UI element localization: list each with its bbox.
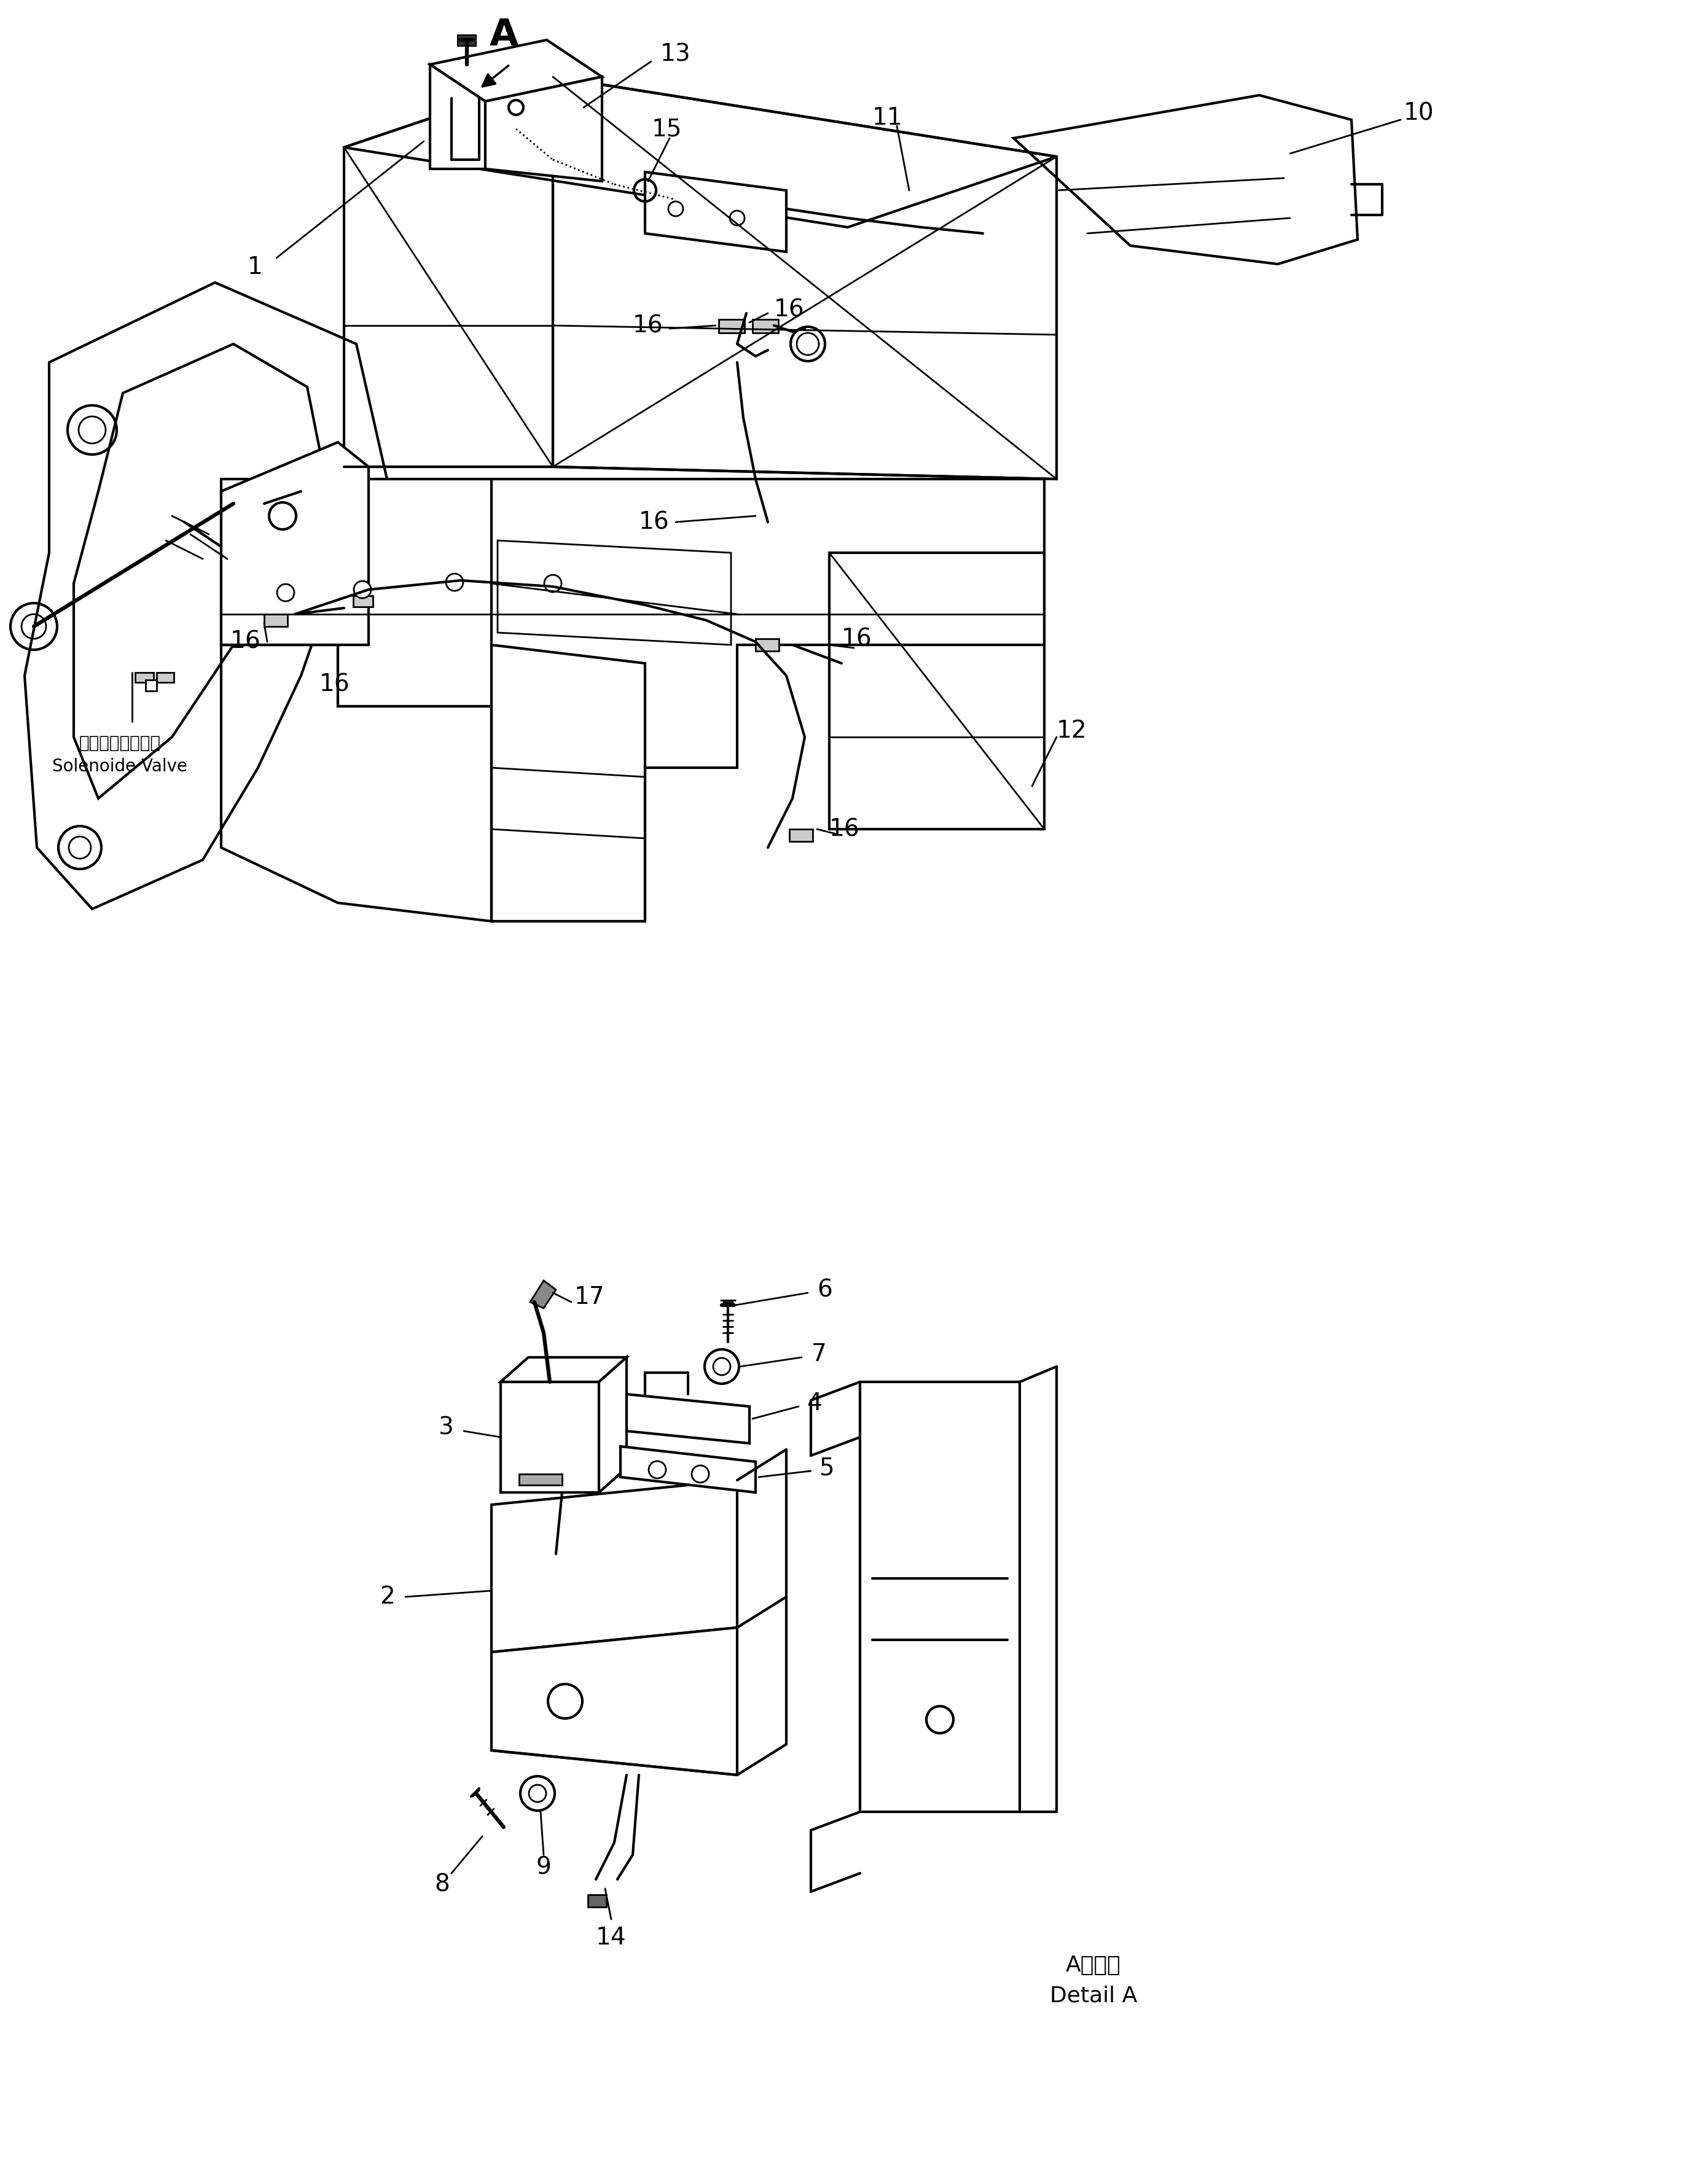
Text: 1: 1 — [247, 256, 262, 280]
Bar — [146, 679, 157, 690]
Text: 16: 16 — [230, 631, 261, 653]
Polygon shape — [222, 441, 369, 644]
Text: 15: 15 — [652, 118, 682, 140]
Bar — [755, 638, 779, 651]
Text: A: A — [489, 17, 518, 55]
Bar — [587, 1896, 606, 1907]
Text: 17: 17 — [574, 1286, 604, 1308]
Polygon shape — [860, 1382, 1019, 1813]
Text: A．詳細: A．詳細 — [1067, 1955, 1121, 1977]
Polygon shape — [501, 1382, 599, 1492]
Polygon shape — [491, 1481, 736, 1651]
Text: 10: 10 — [1403, 103, 1434, 124]
Bar — [264, 614, 288, 627]
Polygon shape — [620, 1446, 755, 1492]
Text: 6: 6 — [818, 1278, 833, 1302]
Text: 14: 14 — [596, 1926, 626, 1950]
Text: 7: 7 — [811, 1343, 826, 1365]
Text: 11: 11 — [872, 107, 902, 129]
Text: 16: 16 — [830, 817, 860, 841]
Text: Solenoide Valve: Solenoide Valve — [52, 758, 188, 775]
Text: ソレノイドバルブ: ソレノイドバルブ — [80, 734, 161, 751]
Bar — [758, 515, 784, 526]
Text: 5: 5 — [819, 1457, 833, 1479]
Polygon shape — [486, 76, 603, 181]
Bar — [520, 1474, 562, 1485]
Polygon shape — [491, 1627, 736, 1776]
Polygon shape — [645, 173, 786, 251]
Text: 16: 16 — [774, 299, 804, 321]
Circle shape — [278, 583, 295, 601]
Polygon shape — [530, 1280, 555, 1308]
Text: 16: 16 — [841, 627, 872, 651]
Circle shape — [354, 581, 371, 598]
Bar — [720, 319, 745, 332]
Circle shape — [543, 574, 562, 592]
Text: 2: 2 — [379, 1586, 394, 1610]
Bar — [135, 673, 154, 681]
Circle shape — [445, 574, 464, 592]
Text: 8: 8 — [435, 1872, 450, 1896]
Text: Detail A: Detail A — [1050, 1985, 1138, 2007]
Polygon shape — [430, 66, 486, 168]
Polygon shape — [222, 478, 1045, 922]
Text: 4: 4 — [806, 1391, 821, 1415]
Text: 16: 16 — [638, 511, 669, 533]
Polygon shape — [626, 1393, 750, 1444]
Text: 3: 3 — [438, 1415, 454, 1439]
Text: 13: 13 — [660, 41, 691, 66]
Polygon shape — [430, 39, 603, 100]
Polygon shape — [501, 1356, 626, 1382]
Text: 16: 16 — [320, 673, 350, 697]
Bar — [354, 596, 372, 607]
Bar — [157, 673, 174, 681]
Text: 9: 9 — [537, 1856, 552, 1878]
Bar — [457, 35, 476, 46]
Bar — [752, 319, 779, 332]
Polygon shape — [599, 1356, 626, 1492]
Text: 16: 16 — [633, 314, 664, 336]
Bar — [789, 830, 813, 841]
Text: 12: 12 — [1056, 719, 1087, 743]
